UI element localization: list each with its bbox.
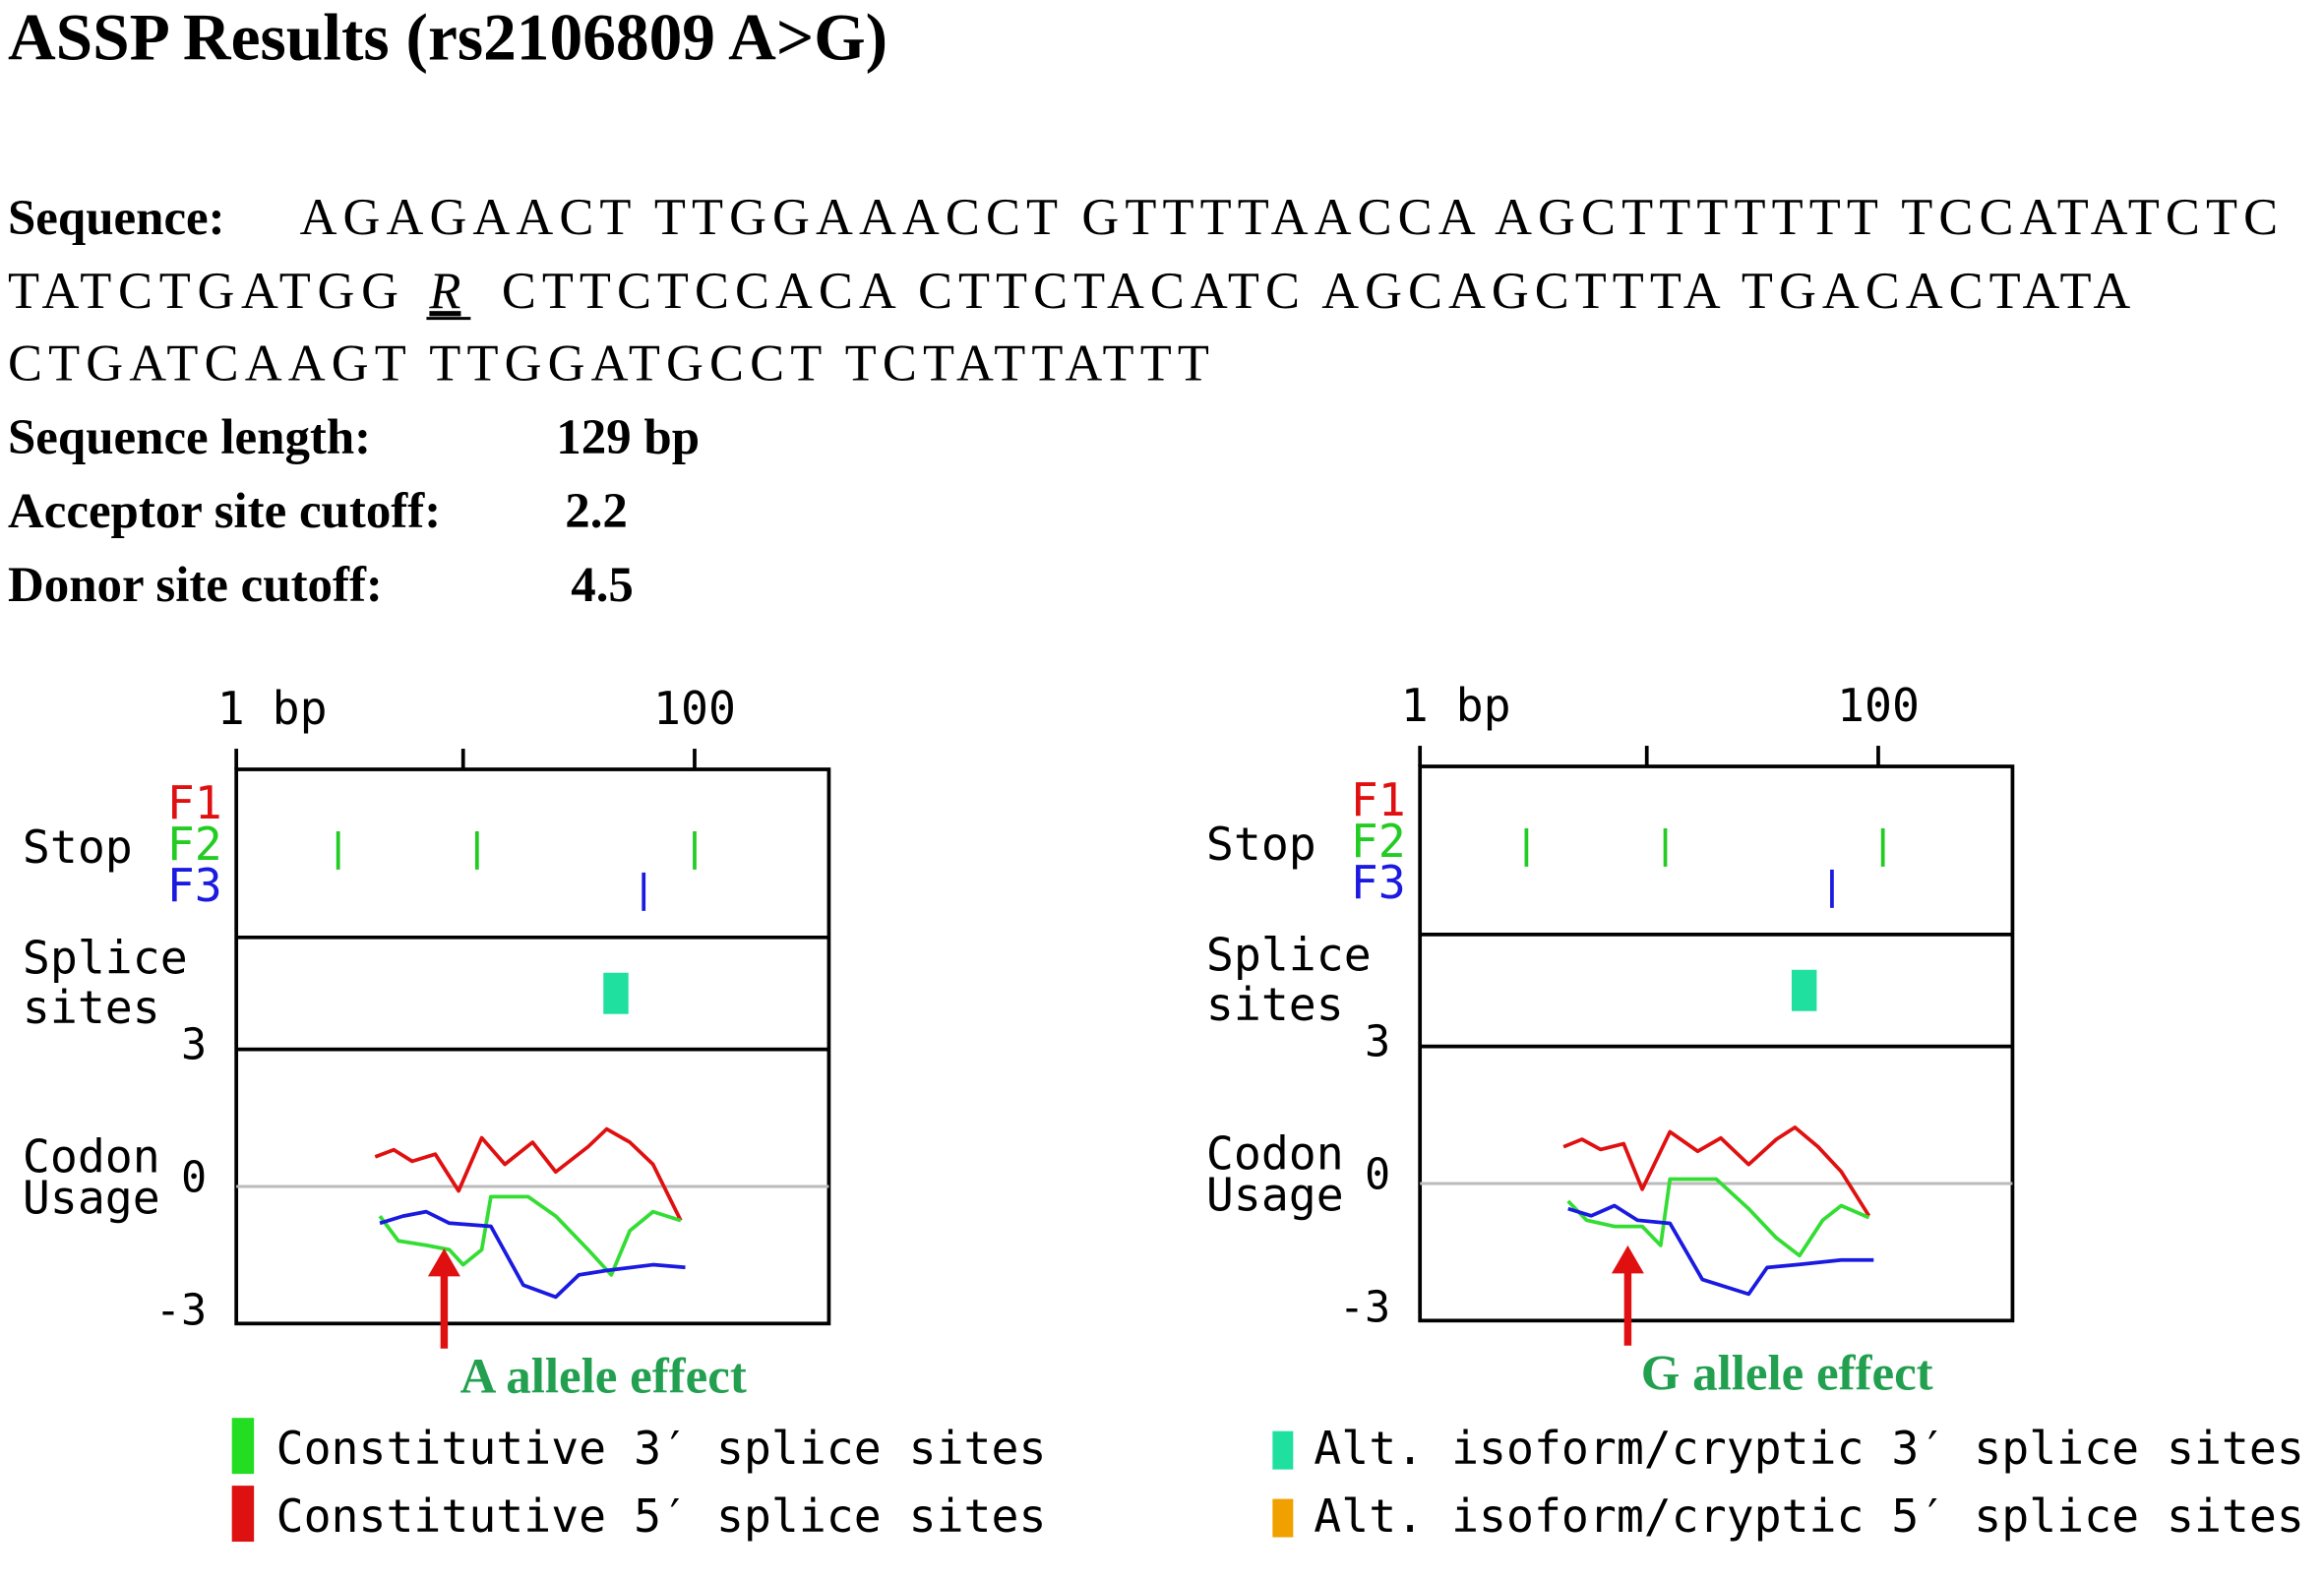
legend-label: Constitutive 3′ splice sites <box>276 1422 1047 1475</box>
splice-site <box>603 972 629 1014</box>
sequence-line: TATCTGATGG <box>8 263 398 320</box>
y-tick-label: -3 <box>155 1286 207 1335</box>
splice-site <box>1791 969 1817 1011</box>
y-tick-label: 0 <box>1365 1151 1390 1200</box>
field-value: 4.5 <box>571 558 634 613</box>
variant-code: R <box>428 263 460 320</box>
legend-label: Alt. isoform/cryptic 3′ splice sites <box>1314 1422 2303 1475</box>
field-value: 129 bp <box>556 410 700 465</box>
row-label: Stop <box>23 820 133 874</box>
row-label: Usage <box>1206 1168 1344 1221</box>
legend-label: Constitutive 5′ splice sites <box>276 1489 1047 1543</box>
plot-frame <box>234 767 831 1326</box>
legend-label: Alt. isoform/cryptic 5′ splice sites <box>1314 1489 2303 1543</box>
row-label: Splice <box>1206 928 1372 981</box>
y-tick-label: 0 <box>181 1154 207 1203</box>
frame-label: F3 <box>1351 856 1406 909</box>
x-tick-label: 1 bp <box>1401 679 1511 732</box>
title: ASSP Results (rs2106809 A>G) <box>8 0 887 74</box>
plot-frame <box>1418 764 2015 1323</box>
background <box>7 0 2317 1580</box>
row-label: Codon <box>1206 1127 1344 1181</box>
frame-label: F3 <box>167 859 222 912</box>
row-label: Codon <box>23 1130 160 1184</box>
row-label: sites <box>23 981 160 1034</box>
codon-usage-line <box>378 1194 682 1277</box>
x-tick-label: 100 <box>653 682 736 735</box>
field-label: Acceptor site cutoff: <box>8 484 441 539</box>
codon-usage-line <box>374 1126 683 1222</box>
legend-swatch <box>231 1418 255 1475</box>
legend-swatch <box>1272 1430 1294 1470</box>
x-tick-label: 1 bp <box>217 682 328 735</box>
field-value: 2.2 <box>565 484 628 539</box>
frame-label: F2 <box>1351 815 1406 868</box>
y-tick-label: -3 <box>1339 1283 1390 1332</box>
arrow-head <box>427 1247 460 1277</box>
codon-usage-line <box>1567 1203 1874 1297</box>
x-tick-label: 100 <box>1837 679 1920 732</box>
row-label: Stop <box>1206 818 1316 871</box>
arrow-head <box>1611 1245 1644 1274</box>
frame-label: F1 <box>1351 773 1406 826</box>
codon-usage-line <box>1562 1125 1871 1217</box>
y-tick-label: 3 <box>181 1021 207 1070</box>
row-label: Splice <box>23 931 188 984</box>
codon-usage-line <box>379 1209 686 1300</box>
sequence-line: CTGATCAAGT TTGGATGCCT TCTATTATTT <box>8 335 1209 393</box>
sequence-label: Sequence: <box>8 191 225 246</box>
annotation: G allele effect <box>1641 1346 1933 1401</box>
field-label: Sequence length: <box>8 410 371 465</box>
codon-usage-line <box>1566 1177 1870 1258</box>
frame-label: F1 <box>167 776 222 829</box>
frame-label: F2 <box>167 818 222 871</box>
row-label: sites <box>1206 978 1344 1031</box>
legend-swatch <box>231 1486 255 1543</box>
annotation: A allele effect <box>460 1349 747 1404</box>
field-label: Donor site cutoff: <box>8 558 383 613</box>
legend-swatch <box>1272 1498 1294 1538</box>
row-label: Usage <box>23 1171 160 1224</box>
y-tick-label: 3 <box>1365 1018 1390 1067</box>
sequence-line: AGAGAACT TTGGAAACCT GTTTTAACCA AGCTTTTTT… <box>300 189 2278 246</box>
